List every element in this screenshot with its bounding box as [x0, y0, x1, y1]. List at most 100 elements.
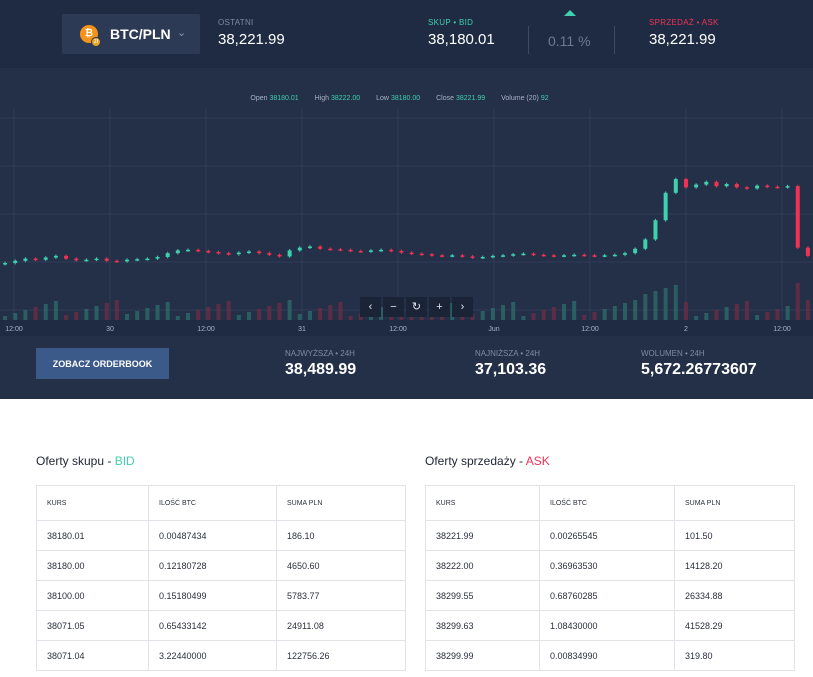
candle-body [805, 247, 810, 256]
total-cell: 14128.20 [674, 550, 795, 581]
candle-body [257, 251, 262, 254]
candle-body [74, 258, 79, 261]
chart-reset-button[interactable]: ↻ [406, 297, 427, 317]
candle-body [724, 184, 729, 187]
volume-bar [267, 306, 272, 320]
candle-body [297, 247, 302, 251]
volume-bar [795, 283, 800, 320]
candle-body [389, 249, 394, 252]
amount-cell: 0.68760285 [539, 580, 675, 611]
volume-bar [84, 309, 89, 320]
candle-body [114, 260, 119, 263]
candle-body [470, 256, 475, 258]
price-cell: 38221.99 [425, 520, 540, 551]
ticker-bar: ₿ zł BTC/PLN ⌄ OSTATNI 38,221.99 SKUP • … [0, 0, 813, 68]
volume-bar [74, 312, 79, 320]
price-chart[interactable]: 12:00 30 12:00 31 12:00 Jun 12:00 2 12:00 [0, 108, 813, 336]
column-header: ILOŚĆ BTC [539, 485, 675, 521]
candle-body [328, 248, 333, 251]
table-row[interactable]: 38299.55 0.68760285 26334.88 [425, 580, 795, 611]
ask-title-accent: ASK [525, 454, 550, 468]
x-axis-band [0, 320, 813, 336]
volume-value: 92 [540, 95, 549, 102]
column-header: KURS [425, 485, 540, 521]
volume-bar [805, 300, 810, 320]
volume-bar [541, 310, 546, 320]
column-header: KURS [36, 485, 149, 521]
table-row[interactable]: 38180.00 0.12180728 4650.60 [36, 550, 406, 581]
chart-prev-button[interactable]: ‹ [360, 297, 381, 317]
volume-bar [562, 304, 567, 320]
volume-bar [125, 314, 130, 320]
pair-selector[interactable]: ₿ zł BTC/PLN ⌄ [62, 14, 200, 54]
price-cell: 38180.00 [36, 550, 149, 581]
candle-body [653, 220, 658, 240]
high-24h-value: 38,489.99 [285, 361, 357, 378]
volume-bar [165, 302, 170, 320]
volume-24h-value: 5,672.26773607 [641, 361, 757, 378]
candle-body [186, 249, 191, 252]
volume-bar [155, 305, 160, 320]
table-row[interactable]: 38221.99 0.00265545 101.50 [425, 520, 795, 551]
volume-bar [470, 314, 475, 320]
open-value: 38180.01 [269, 95, 299, 102]
volume-bar [704, 313, 709, 320]
table-row[interactable]: 38222.00 0.36963530 14128.20 [425, 550, 795, 581]
candle-body [541, 254, 546, 257]
high-24h-label: NAJWYŻSZA • 24H [285, 349, 355, 358]
table-header-row: KURS ILOŚĆ BTC SUMA PLN [36, 485, 406, 521]
price-cell: 38299.99 [425, 640, 540, 671]
orderbook-button[interactable]: ZOBACZ ORDERBOOK [36, 348, 169, 379]
table-row[interactable]: 38071.05 0.65433142 24911.08 [36, 610, 406, 641]
last-value: 38,221.99 [218, 31, 285, 48]
candle-body [125, 259, 130, 262]
table-row[interactable]: 38180.01 0.00487434 186.10 [36, 520, 406, 551]
candle-body [13, 260, 18, 264]
volume-bar [114, 300, 119, 320]
last-label: OSTATNI [218, 18, 254, 27]
volume-bar [226, 301, 231, 320]
candle-body [64, 255, 69, 259]
bid-table: KURS ILOŚĆ BTC SUMA PLN 38180.01 0.004874… [36, 485, 406, 671]
volume-bar [257, 309, 262, 320]
x-tick-label: 12:00 [389, 326, 407, 333]
bid-section-title: Oferty skupu - BID [36, 454, 135, 468]
x-tick-label: 12:00 [581, 326, 599, 333]
chart-next-button[interactable]: › [452, 297, 473, 317]
candle-body [785, 186, 790, 188]
candle-body [135, 259, 140, 261]
volume-bar [622, 303, 627, 320]
candle-body [602, 255, 607, 257]
ohlc-bar: Open 38180.01 High 38222.00 Low 38180.00… [0, 95, 813, 102]
candle-body [622, 253, 627, 255]
table-row[interactable]: 38299.99 0.00834990 319.80 [425, 640, 795, 671]
volume-bar [216, 304, 221, 320]
chart-zoom-out-button[interactable]: − [383, 297, 404, 317]
candle-body [307, 246, 312, 249]
candle-body [429, 254, 434, 256]
volume-bar [673, 285, 678, 320]
volume-bar [775, 309, 780, 320]
candle-body [694, 184, 699, 188]
volume-bar [531, 313, 536, 320]
table-row[interactable]: 38100.00 0.15180499 5783.77 [36, 580, 406, 611]
total-cell: 41528.29 [674, 610, 795, 641]
chart-zoom-in-button[interactable]: + [429, 297, 450, 317]
volume-bar [602, 309, 607, 320]
volume-bar [511, 302, 516, 320]
close-label: Close [436, 95, 454, 102]
table-row[interactable]: 38299.63 1.08430000 41528.29 [425, 610, 795, 641]
candle-body [714, 181, 719, 187]
candle-body [419, 253, 424, 256]
low-24h-label: NAJNIŻSZA • 24H [475, 349, 541, 358]
change-value: 0.11 % [548, 33, 591, 49]
candle-body [287, 250, 292, 257]
open-label: Open [250, 95, 268, 102]
volume-bar [3, 316, 8, 320]
candle-body [572, 254, 577, 257]
table-row[interactable]: 38071.04 3.22440000 122756.26 [36, 640, 406, 671]
total-cell: 26334.88 [674, 580, 795, 611]
ask-label: SPRZEDAŻ • ASK [649, 18, 719, 27]
volume-bar [135, 311, 140, 320]
total-cell: 5783.77 [276, 580, 406, 611]
